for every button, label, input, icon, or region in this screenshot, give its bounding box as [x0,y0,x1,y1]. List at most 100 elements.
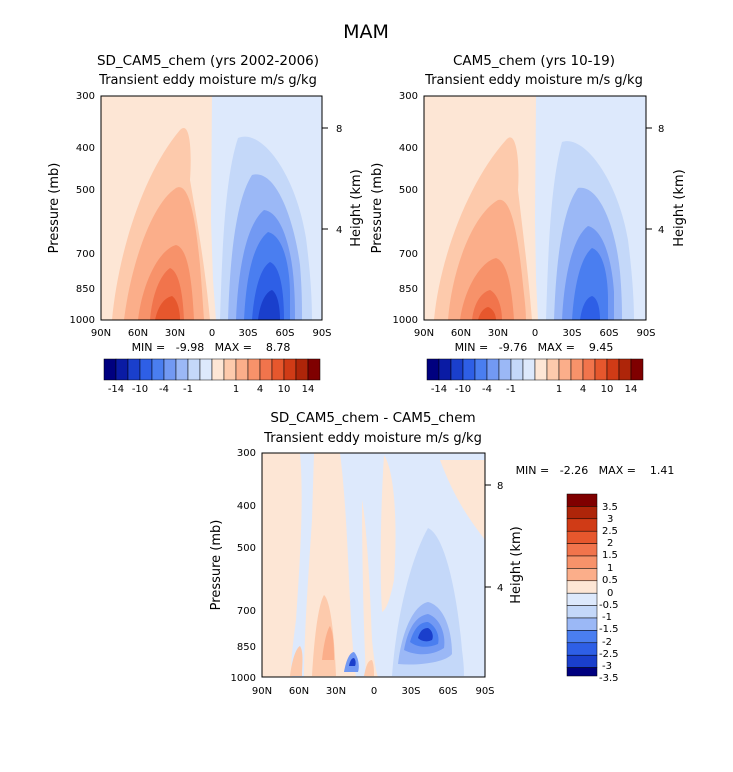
panel-1-stats: MIN = -9.98 MAX = 8.78 [132,341,291,354]
colorbar-swatch [566,642,598,656]
panel-3-xaxis: 90N 60N 30N 0 30S 60S 90S [252,686,495,697]
panel-3-xtick: 90N [252,686,272,697]
panel-2-contour-neg-4 [572,248,608,320]
colorbar-swatch [283,358,297,381]
colorbar-label: 4 [257,384,263,395]
panel-3-xtick: 30S [401,686,420,697]
panel-1-ytick: 400 [76,143,95,154]
colorbar-label: -1.5 [599,624,619,635]
panel-2-contour-neg-5 [580,296,600,320]
colorbar-label: -10 [132,384,148,395]
colorbar-label: -2.5 [599,649,619,660]
colorbar-swatch [498,358,512,381]
panel-2: CAM5_chem (yrs 10-19) Transient eddy moi… [370,53,687,395]
panel-1-xtick: 90S [312,328,331,339]
colorbar-swatch [462,358,476,381]
panel-3-ytick: 850 [237,642,256,653]
panel-2-y2tick: 4 [658,225,664,236]
colorbar-swatch [534,358,548,381]
colorbar-label: 4 [580,384,586,395]
colorbar-swatch [630,358,644,381]
panel-1-xtick: 60N [128,328,148,339]
colorbar-swatch [566,667,598,677]
panel-2-contour-pos-3 [460,258,514,320]
panel-2-y2tick: 8 [658,124,664,135]
colorbar-swatch [450,358,464,381]
colorbar-swatch [211,358,225,381]
colorbar-label: -3 [602,661,612,672]
panel-3-warm-region-2 [304,453,356,677]
colorbar-swatch [259,358,273,381]
panel-2-contour-pos-5 [478,307,496,320]
colorbar-swatch [566,617,598,631]
panel-2-ytick: 300 [399,91,418,102]
colorbar-swatch [295,358,309,381]
colorbar-label: -2 [602,637,612,648]
panel-3: SD_CAM5_chem - CAM5_chem Transient eddy … [209,410,674,697]
panel-2-contour-pos-4 [472,290,502,320]
colorbar-swatch [139,358,153,381]
colorbar-swatch [223,358,237,381]
colorbar-swatch [522,358,536,381]
panel-1-ytick: 1000 [70,315,95,326]
panel-3-ylabel: Pressure (mb) [209,520,224,611]
panel-3-contour-pos-4 [364,660,374,676]
panel-2-xtick: 60S [599,328,618,339]
colorbar-swatch [235,358,249,381]
panel-2-ytick: 500 [399,185,418,196]
colorbar-swatch [566,518,598,532]
panel-1-xtick: 60S [275,328,294,339]
panel-1-contour-pos-5 [155,296,180,320]
colorbar-swatch [474,358,488,381]
colorbar-label: -4 [482,384,492,395]
panel-3-frame [261,452,486,678]
panel-3-warm-region-1 [262,453,302,677]
panel-1-y2label: Height (km) [349,169,364,246]
panel-2-yaxis: 300 400 500 700 850 1000 [393,91,418,326]
panel-3-contour-neg-5 [418,628,433,642]
colorbar-label: -1 [506,384,516,395]
colorbar-label: 1 [607,563,613,574]
panel-2-ytick: 850 [399,284,418,295]
colorbar-label: 3.5 [602,502,618,513]
panel-3-xtick: 90S [475,686,494,697]
panel-3-ytick: 500 [237,543,256,554]
panel-3-ytick: 1000 [231,673,256,684]
colorbar-swatch [486,358,500,381]
colorbar-swatch [247,358,261,381]
panel-3-plot [261,452,486,678]
colorbar-label: 2.5 [602,526,618,537]
panel-3-warm-region-3 [362,500,378,677]
panel-2-title: CAM5_chem (yrs 10-19) [453,53,615,69]
colorbar-swatch [546,358,560,381]
colorbar-label: -14 [431,384,447,395]
panel-1-y2tick: 8 [336,124,342,135]
colorbar-swatch [103,358,117,381]
colorbar-label: 2 [607,538,613,549]
panel-1-xtick: 90N [91,328,111,339]
colorbar-label: -14 [108,384,124,395]
panel-3-y2label: Height (km) [509,526,524,603]
colorbar-swatch [606,358,620,381]
panel-2-plot [423,95,647,321]
colorbar-swatch [163,358,177,381]
colorbar-swatch [566,493,598,507]
colorbar-swatch [438,358,452,381]
colorbar-swatch [271,358,285,381]
colorbar-swatch [510,358,524,381]
colorbar-swatch [127,358,141,381]
colorbar-swatch [566,568,598,582]
panel-3-y2axis: 8 4 [485,481,503,594]
panel-3-subtitle: Transient eddy moisture m/s g/kg [263,431,482,446]
panel-3-xtick: 30N [326,686,346,697]
colorbar-label: 1.5 [602,550,618,561]
colorbar-swatch [566,543,598,557]
panel-1-xtick: 30N [165,328,185,339]
panel-1-frame [100,95,323,321]
panel-2-xtick: 90N [414,328,434,339]
panel-1-xaxis: 90N 60N 30N 0 30S 60S 90S [91,328,332,339]
panel-2-y2axis: 8 4 [646,124,664,236]
panel-2-frame [423,95,647,321]
colorbar-label: 10 [601,384,614,395]
colorbar-label: -1 [602,612,612,623]
